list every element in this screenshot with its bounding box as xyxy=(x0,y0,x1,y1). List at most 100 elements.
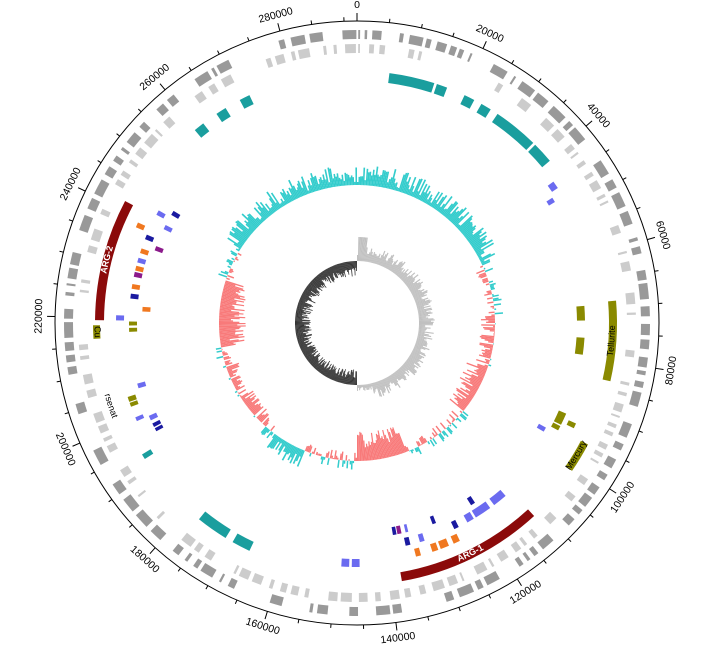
metal-resistance-feature xyxy=(574,337,585,355)
gc-content-bar xyxy=(368,441,372,461)
gc-skew-bar xyxy=(392,373,398,380)
cds-feature xyxy=(103,434,113,442)
gc-content-bar xyxy=(333,173,337,187)
gc-skew-bar xyxy=(417,308,433,313)
gc-content-bar xyxy=(413,178,423,198)
gc-content-bar xyxy=(415,179,427,199)
region-label-text: Cu xyxy=(92,326,102,338)
gc-content-bar xyxy=(388,441,395,457)
gc-skew-bar xyxy=(373,382,377,390)
gc-content-bar xyxy=(457,215,473,230)
gc-skew-bar xyxy=(306,285,317,294)
gc-content-bar xyxy=(277,441,287,455)
gc-skew-bar xyxy=(414,294,427,301)
tick-mark xyxy=(264,611,268,620)
gc-content-bar xyxy=(238,241,244,246)
gc-skew-bar xyxy=(378,381,385,396)
gc-content-bar xyxy=(244,395,257,405)
gc-content-bar xyxy=(221,295,235,300)
gc-content-bar xyxy=(269,435,279,448)
gc-content-bar xyxy=(280,202,285,207)
gc-skew-bar xyxy=(296,334,312,340)
cds-feature xyxy=(528,546,539,557)
gc-content-bar xyxy=(483,267,486,270)
gc-skew-bar xyxy=(412,349,426,357)
gc-skew-bar xyxy=(360,384,363,388)
gc-content-bar xyxy=(411,449,414,452)
gc-content-bar xyxy=(451,422,458,429)
gc-content-bar xyxy=(461,398,470,405)
gc-skew-bar xyxy=(295,329,310,332)
gc-skew-bar xyxy=(418,320,432,323)
gc-content-bar xyxy=(377,434,383,459)
gc-skew-bar xyxy=(412,288,425,296)
gc-content-bar xyxy=(446,419,452,425)
gc-content-bar xyxy=(297,180,305,196)
gc-content-bar xyxy=(237,391,239,394)
gc-content-bar xyxy=(488,340,494,344)
gc-content-bar xyxy=(235,227,249,239)
gc-skew-bar xyxy=(336,375,340,382)
gc-content-bar xyxy=(439,422,447,430)
cds-feature xyxy=(435,41,448,53)
gc-skew-bar xyxy=(409,281,424,291)
cds-feature xyxy=(123,494,140,512)
gc-skew-bar xyxy=(296,309,304,312)
gc-content-bar xyxy=(219,327,240,331)
gc-skew-bar xyxy=(374,382,378,389)
gc-content-bar xyxy=(417,446,422,455)
gc-skew-bar xyxy=(417,308,425,311)
cds-feature xyxy=(227,577,238,589)
gc-content-bar xyxy=(295,447,300,455)
gc-skew-bar xyxy=(418,327,427,330)
gc-content-bar xyxy=(364,447,368,461)
cds-feature xyxy=(211,67,219,77)
gc-skew-bar xyxy=(301,344,315,353)
gc-content-bar xyxy=(472,241,483,250)
gc-content-bar xyxy=(318,453,321,456)
gc-skew-bar xyxy=(359,384,362,389)
gc-content-bar xyxy=(440,208,446,214)
gc-content-bar xyxy=(487,301,494,304)
gc-skew-bar xyxy=(335,264,340,274)
gc-content-bar xyxy=(452,217,460,225)
cds-feature xyxy=(251,573,264,585)
gc-skew-bar xyxy=(295,321,303,323)
gc-skew-track xyxy=(295,237,435,397)
gc-skew-bar xyxy=(362,237,367,262)
gc-skew-bar xyxy=(296,332,309,336)
gc-content-bar xyxy=(289,445,295,454)
gc-skew-bar xyxy=(310,357,319,365)
gc-skew-bar xyxy=(400,273,408,280)
gc-content-bar xyxy=(251,405,261,414)
gc-content-bar xyxy=(415,440,420,447)
cds-feature xyxy=(63,322,74,338)
cds-feature xyxy=(588,180,602,193)
gc-skew-bar xyxy=(299,341,313,348)
gc-skew-bar xyxy=(322,367,329,376)
resistance-gene-feature xyxy=(403,536,411,546)
gc-skew-bar xyxy=(416,303,429,308)
gc-skew-bar xyxy=(365,384,368,390)
gc-content-bar xyxy=(456,224,461,229)
gc-content-bar xyxy=(354,181,356,186)
cds-feature xyxy=(371,30,382,41)
cds-feature xyxy=(150,524,167,541)
gc-content-bar xyxy=(319,176,325,190)
gc-content-bar xyxy=(465,397,472,402)
resistance-gene-feature xyxy=(129,327,138,332)
tick-mark xyxy=(77,187,86,192)
gc-content-bar xyxy=(402,181,408,194)
gc-content-bar xyxy=(229,269,234,273)
gc-content-bar xyxy=(279,191,288,205)
gc-skew-bar xyxy=(364,384,367,389)
gc-content-bar xyxy=(253,415,256,418)
gc-content-bar xyxy=(259,201,272,216)
resistance-gene-feature xyxy=(130,293,139,300)
gc-content-bar xyxy=(222,353,229,356)
gc-content-bar xyxy=(439,432,445,440)
tick-mark xyxy=(589,514,594,518)
gc-content-bar xyxy=(377,430,385,459)
gc-content-bar xyxy=(286,444,294,455)
